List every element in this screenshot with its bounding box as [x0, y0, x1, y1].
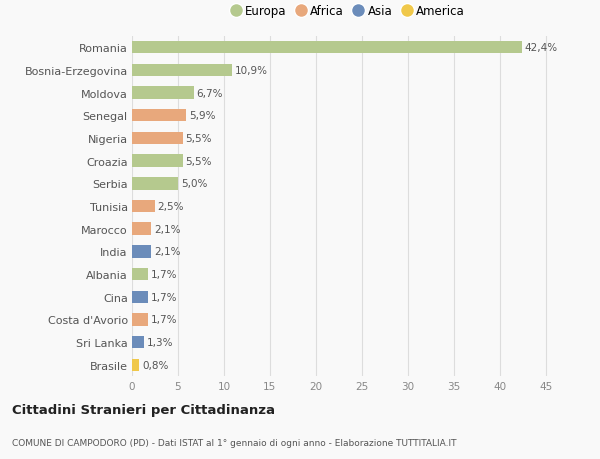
- Text: 6,7%: 6,7%: [196, 88, 223, 98]
- Text: 5,5%: 5,5%: [185, 156, 212, 166]
- Text: 2,5%: 2,5%: [158, 202, 184, 212]
- Bar: [132, 336, 144, 349]
- Text: COMUNE DI CAMPODORO (PD) - Dati ISTAT al 1° gennaio di ogni anno - Elaborazione : COMUNE DI CAMPODORO (PD) - Dati ISTAT al…: [12, 438, 457, 447]
- Text: 42,4%: 42,4%: [524, 43, 557, 53]
- Bar: [132, 178, 178, 190]
- Text: 1,3%: 1,3%: [147, 337, 173, 347]
- Bar: [132, 200, 155, 213]
- Bar: [132, 268, 148, 281]
- Bar: [132, 155, 182, 168]
- Bar: [132, 132, 182, 145]
- Text: 5,9%: 5,9%: [189, 111, 215, 121]
- Bar: [132, 223, 151, 235]
- Bar: [132, 246, 151, 258]
- Bar: [132, 110, 186, 122]
- Text: 1,7%: 1,7%: [151, 292, 177, 302]
- Text: 2,1%: 2,1%: [154, 247, 181, 257]
- Text: 2,1%: 2,1%: [154, 224, 181, 234]
- Bar: [132, 42, 522, 54]
- Bar: [132, 313, 148, 326]
- Bar: [132, 359, 139, 371]
- Legend: Europa, Africa, Asia, America: Europa, Africa, Asia, America: [227, 2, 469, 22]
- Text: 1,7%: 1,7%: [151, 315, 177, 325]
- Text: 1,7%: 1,7%: [151, 269, 177, 280]
- Text: Cittadini Stranieri per Cittadinanza: Cittadini Stranieri per Cittadinanza: [12, 403, 275, 416]
- Bar: [132, 87, 194, 100]
- Text: 5,5%: 5,5%: [185, 134, 212, 144]
- Bar: [132, 64, 232, 77]
- Text: 0,8%: 0,8%: [142, 360, 169, 370]
- Bar: [132, 291, 148, 303]
- Text: 5,0%: 5,0%: [181, 179, 207, 189]
- Text: 10,9%: 10,9%: [235, 66, 268, 76]
